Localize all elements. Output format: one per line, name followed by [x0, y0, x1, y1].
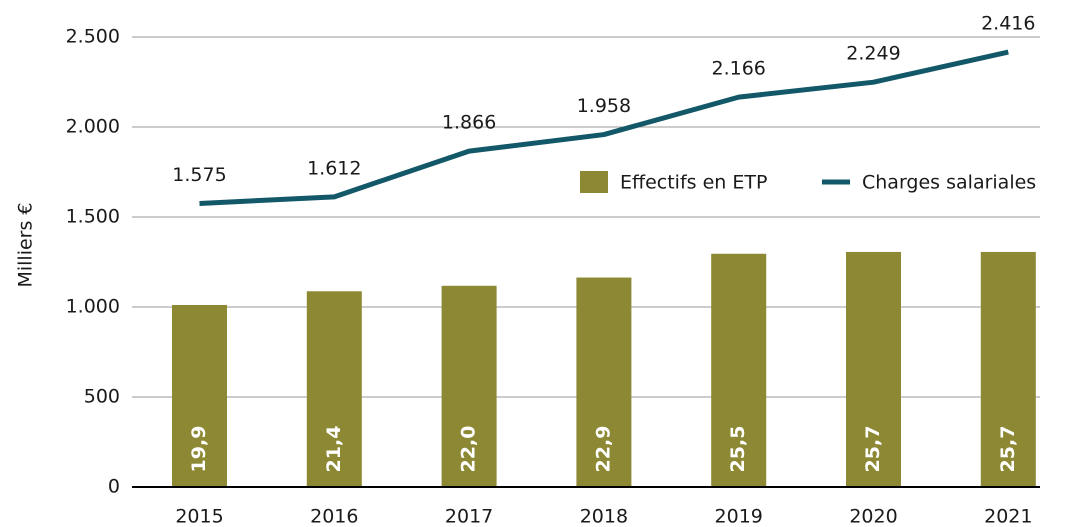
x-tick-label: 2016 [310, 506, 358, 527]
legend-label: Charges salariales [862, 172, 1036, 194]
x-tick-label: 2020 [849, 506, 897, 527]
x-tick-label: 2021 [984, 506, 1032, 527]
x-tick-label: 2019 [715, 506, 763, 527]
y-tick-label: 2.500 [66, 26, 120, 48]
bar-value-label: 25,5 [727, 426, 749, 473]
bar [441, 285, 497, 487]
bar-value-label: 22,0 [458, 426, 480, 473]
legend-swatch [580, 171, 608, 193]
x-tick-label: 2017 [445, 506, 493, 527]
bar [711, 253, 767, 487]
y-axis-title: Milliers € [15, 202, 37, 287]
bar [306, 291, 362, 487]
line-value-label: 2.416 [981, 13, 1035, 35]
y-tick-label: 2.000 [66, 116, 120, 138]
bar-value-label: 25,7 [862, 426, 884, 473]
x-tick-label: 2018 [580, 506, 628, 527]
line-value-label: 1.866 [442, 112, 496, 134]
y-tick-label: 0 [108, 476, 120, 498]
bar-value-label: 22,9 [592, 426, 614, 473]
bar-value-label: 25,7 [997, 426, 1019, 473]
line-value-label: 2.249 [846, 43, 900, 65]
y-tick-label: 500 [84, 386, 120, 408]
line-value-label: 1.612 [307, 157, 361, 179]
y-tick-label: 1.000 [66, 296, 120, 318]
bar-value-label: 21,4 [323, 426, 345, 473]
y-tick-label: 1.500 [66, 206, 120, 228]
x-tick-label: 2015 [175, 506, 223, 527]
line-value-label: 2.166 [711, 58, 765, 80]
line [199, 49, 1009, 206]
bar [846, 251, 901, 487]
legend-label: Effectifs en ETP [620, 172, 767, 194]
bar [980, 251, 1036, 487]
line-value-label: 1.575 [172, 164, 226, 186]
bar [172, 304, 227, 487]
bar-value-label: 19,9 [188, 426, 210, 473]
line-value-label: 1.958 [577, 95, 631, 117]
bar [576, 277, 632, 487]
